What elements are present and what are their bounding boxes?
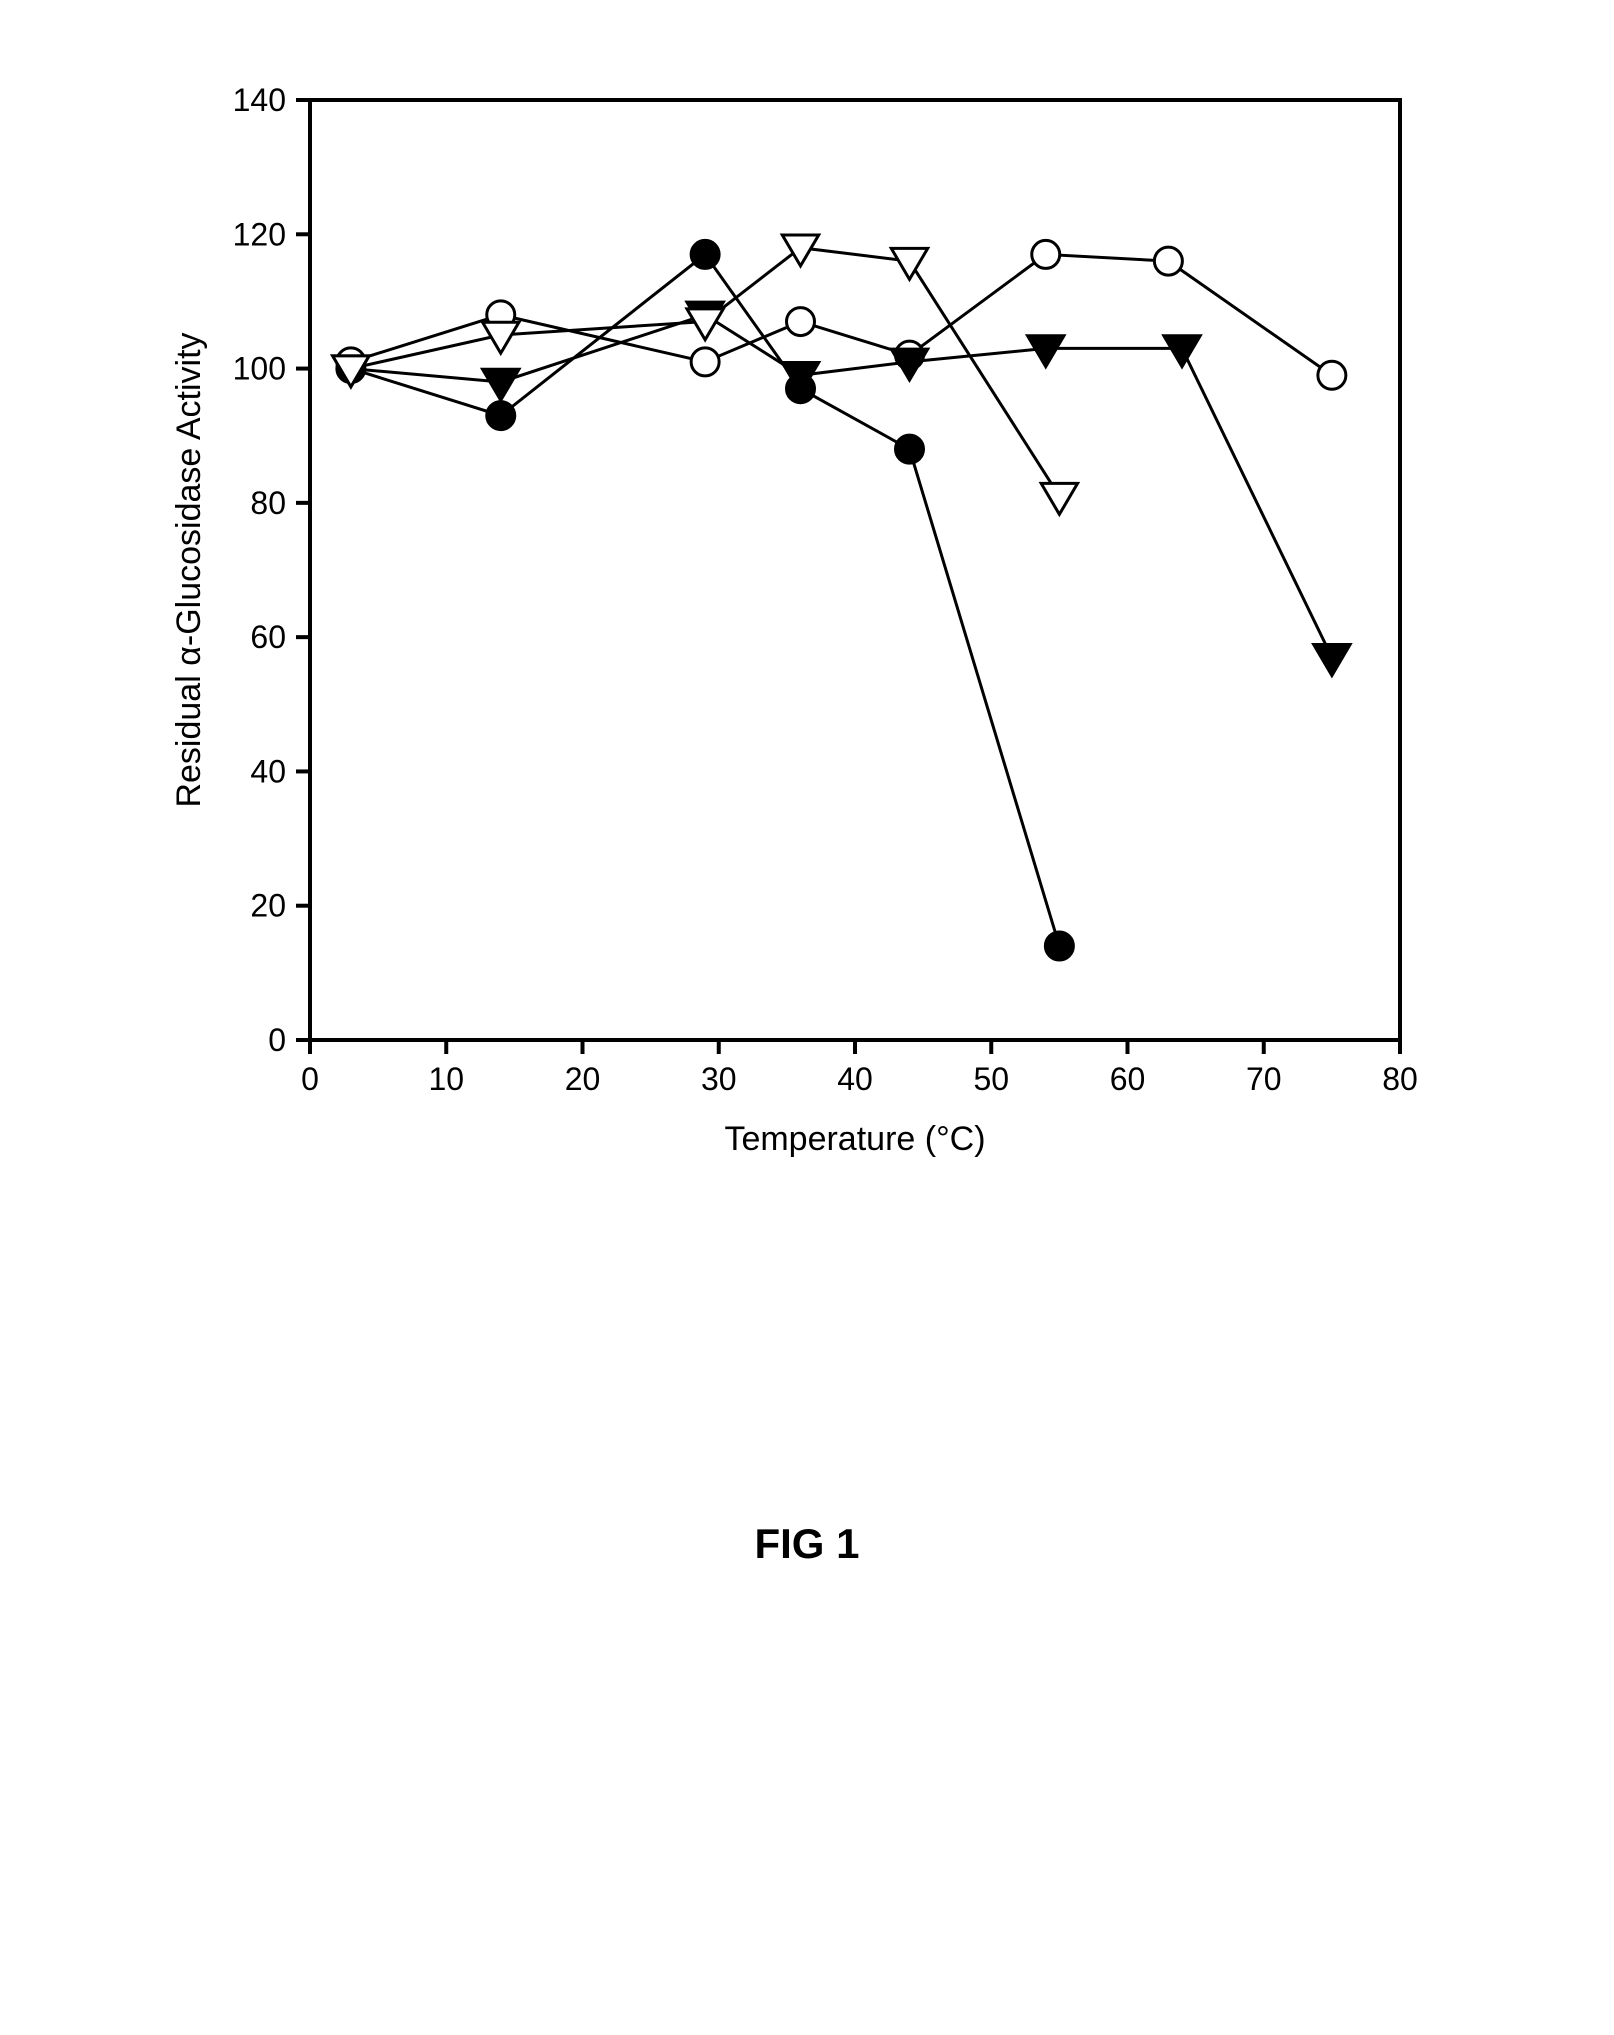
svg-text:30: 30	[701, 1061, 737, 1097]
svg-text:100: 100	[233, 351, 286, 387]
svg-text:40: 40	[250, 753, 286, 789]
svg-text:0: 0	[301, 1061, 319, 1097]
chart-svg: 0 10 20 30 40 50 60 70 80 0 20 40 60 80 100 120 140 Tempe…	[160, 60, 1440, 1180]
svg-text:50: 50	[973, 1061, 1009, 1097]
svg-text:Temperature (°C): Temperature (°C)	[724, 1120, 985, 1158]
svg-text:60: 60	[1110, 1061, 1146, 1097]
svg-text:120: 120	[233, 216, 286, 252]
svg-text:10: 10	[428, 1061, 464, 1097]
chart-container: 0 10 20 30 40 50 60 70 80 0 20 40 60 80 100 120 140 Tempe…	[160, 60, 1440, 1180]
svg-text:70: 70	[1246, 1061, 1282, 1097]
figure-label: FIG 1	[0, 1520, 1614, 1568]
svg-text:60: 60	[250, 619, 286, 655]
svg-text:80: 80	[250, 485, 286, 521]
svg-text:Residual α-Glucosidase Activit: Residual α-Glucosidase Activity	[170, 332, 208, 807]
svg-text:20: 20	[565, 1061, 601, 1097]
svg-text:80: 80	[1382, 1061, 1418, 1097]
svg-text:0: 0	[268, 1022, 286, 1058]
svg-text:20: 20	[250, 888, 286, 924]
svg-text:40: 40	[837, 1061, 873, 1097]
svg-text:140: 140	[233, 82, 286, 118]
